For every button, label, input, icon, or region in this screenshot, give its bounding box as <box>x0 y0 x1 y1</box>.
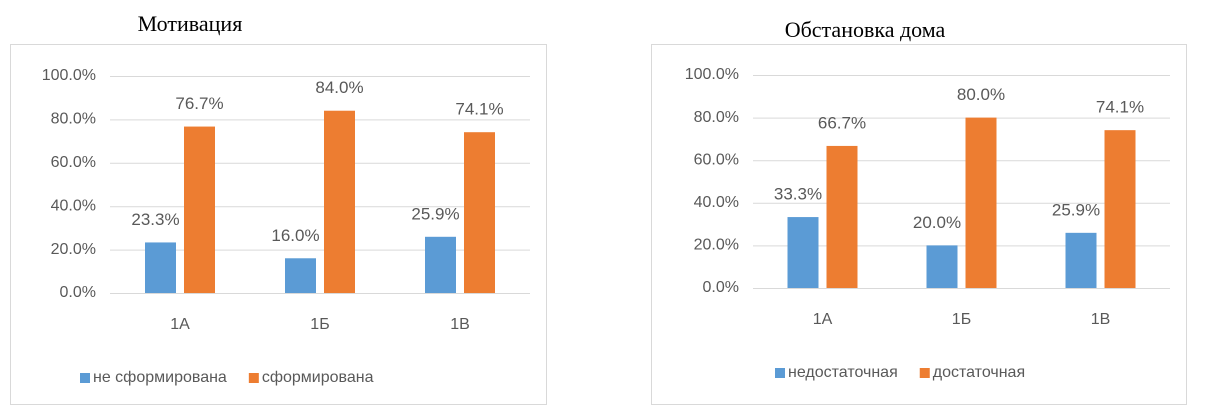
y-tick-label: 40.0% <box>51 197 96 214</box>
bar <box>926 245 958 288</box>
x-tick-label: 1А <box>170 316 190 333</box>
y-tick-label: 40.0% <box>694 194 739 211</box>
y-tick-label: 100.0% <box>685 66 739 83</box>
y-tick-label: 20.0% <box>694 237 739 254</box>
bar <box>324 110 355 293</box>
legend-label: сформирована <box>262 369 374 386</box>
y-tick-label: 100.0% <box>42 67 96 84</box>
x-tick-label: 1А <box>813 311 833 328</box>
legend-swatch <box>80 373 90 383</box>
legend-label: достаточная <box>933 364 1025 381</box>
x-tick-label: 1Б <box>310 316 329 333</box>
y-tick-label: 60.0% <box>51 154 96 171</box>
y-tick-label: 0.0% <box>60 284 96 301</box>
legend-swatch <box>919 368 930 378</box>
chart-title: Обстановка дома <box>785 17 946 42</box>
data-label: 80.0% <box>957 85 1005 104</box>
bar <box>184 126 215 293</box>
x-tick-label: 1В <box>1091 311 1111 328</box>
legend-label: не сформирована <box>93 369 227 386</box>
data-label: 84.0% <box>315 78 363 97</box>
x-tick-label: 1Б <box>952 311 971 328</box>
chart-frame <box>10 44 547 405</box>
bar <box>1065 232 1097 288</box>
data-label: 20.0% <box>913 213 961 232</box>
y-tick-label: 20.0% <box>51 241 96 258</box>
y-tick-label: 0.0% <box>703 279 739 296</box>
bar <box>145 242 176 293</box>
bar <box>285 258 316 293</box>
bar <box>787 217 819 288</box>
data-label: 25.9% <box>1052 200 1100 219</box>
y-tick-label: 80.0% <box>694 109 739 126</box>
y-tick-label: 80.0% <box>51 111 96 128</box>
data-label: 16.0% <box>271 226 319 245</box>
legend-swatch <box>775 368 785 378</box>
data-label: 23.3% <box>131 210 179 229</box>
y-tick-label: 60.0% <box>694 151 739 168</box>
bar <box>826 145 858 288</box>
data-label: 25.9% <box>411 204 459 223</box>
data-label: 66.7% <box>818 113 866 132</box>
bar <box>425 236 456 293</box>
data-label: 74.1% <box>455 100 503 119</box>
chart-frame <box>651 44 1187 405</box>
x-tick-label: 1В <box>450 316 470 333</box>
data-label: 33.3% <box>774 185 822 204</box>
data-label: 74.1% <box>1096 98 1144 117</box>
legend-label: недостаточная <box>788 364 898 381</box>
bar <box>1104 130 1136 288</box>
chart-title: Мотивация <box>138 11 243 36</box>
bar <box>965 117 997 288</box>
bar <box>464 132 495 293</box>
data-label: 76.7% <box>175 94 223 113</box>
legend-swatch <box>248 373 259 383</box>
